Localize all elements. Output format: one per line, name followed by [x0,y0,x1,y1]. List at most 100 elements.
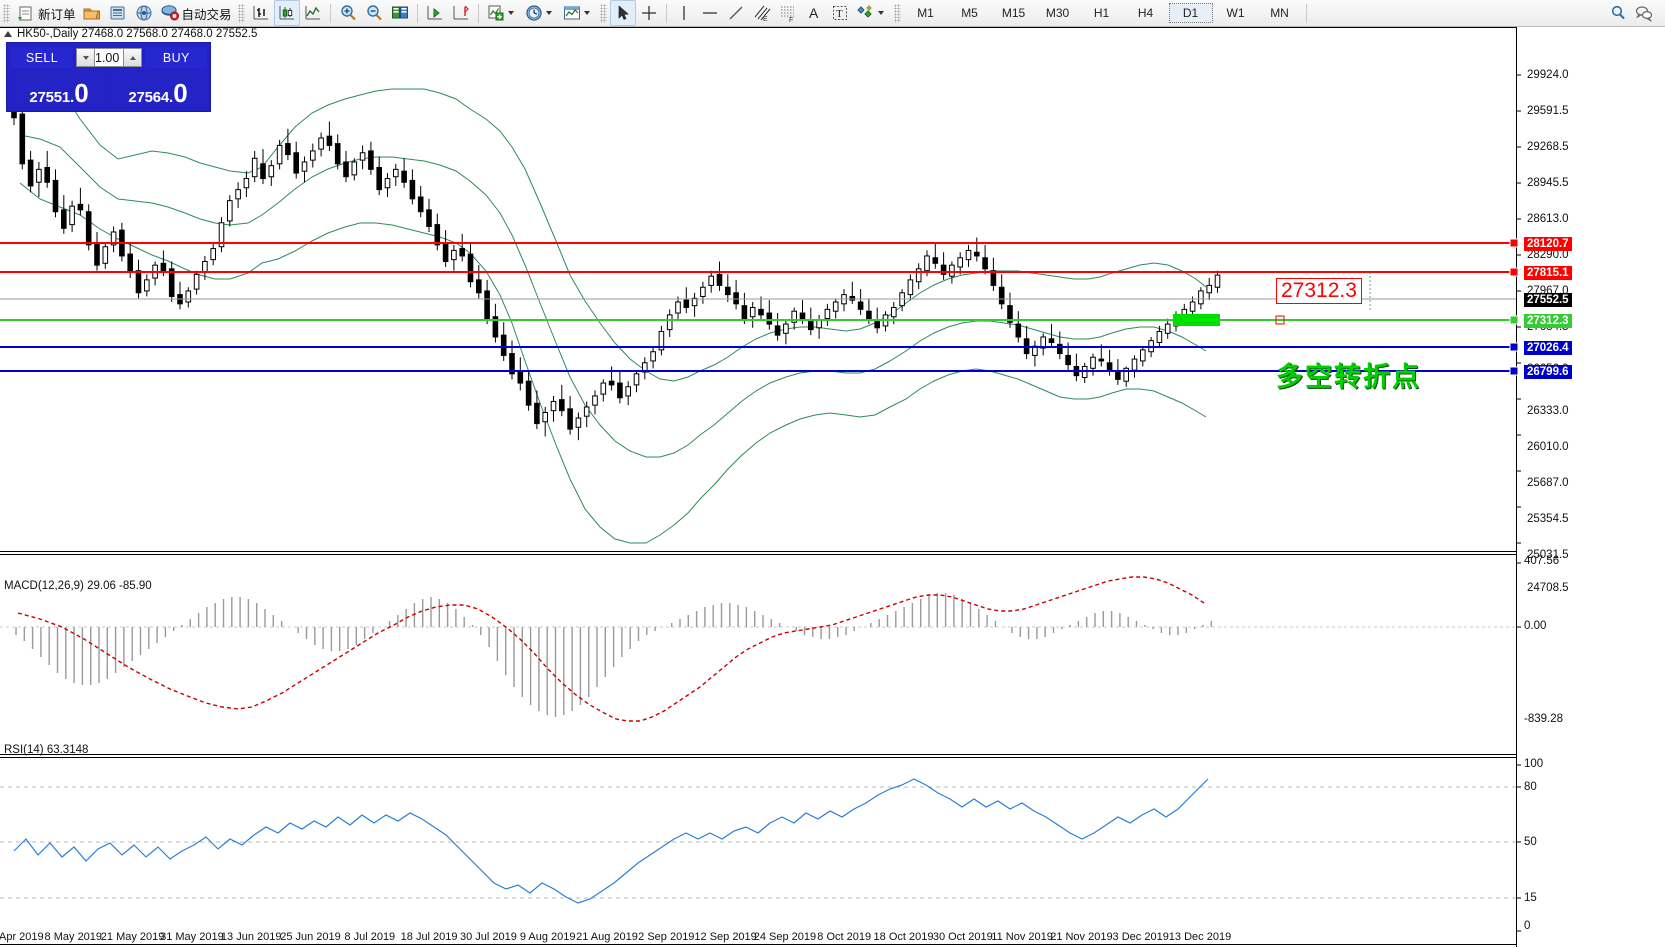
zoom-out-button[interactable] [361,1,387,25]
candlestick-chart-button[interactable] [273,0,300,26]
news-button[interactable] [105,1,131,25]
date-tick-7: 18 Jul 2019 [400,931,458,943]
trendline-icon [726,3,746,23]
fibonacci-button[interactable]: F [775,1,801,25]
timeframe-w1[interactable]: W1 [1226,6,1245,20]
shapes-button[interactable] [853,1,891,25]
one-click-trading-panel[interactable]: SELL 1.00 BUY 27551 . 0 27564 . 0 [6,42,211,112]
folder-icon [82,3,102,23]
period-chevron-down-icon[interactable] [545,11,552,15]
price-tag-27815[interactable]: 27815.1 [1524,266,1572,280]
line-chart-button[interactable] [300,1,326,25]
cursor-icon [613,3,633,23]
indicators-button[interactable] [483,1,521,25]
price-callout-27312[interactable]: 27312.3 [1276,278,1362,304]
chinese-note-annotation[interactable]: 多空转折点 [1276,362,1421,393]
timeframe-h4[interactable]: H4 [1137,6,1154,20]
timeframe-d1[interactable]: D1 [1168,3,1213,23]
price-tag-27026[interactable]: 27026.4 [1524,341,1572,355]
new-order-icon [16,3,36,23]
text-label-button[interactable]: T [827,1,853,25]
shapes-chevron-down-icon[interactable] [877,11,884,15]
tile-windows-button[interactable] [387,1,413,25]
text-button[interactable]: A [801,1,827,25]
tile-windows-icon [390,3,410,23]
candlestick-chart-icon [277,3,297,23]
horizontal-line-button[interactable] [697,1,723,25]
sell-button[interactable]: SELL [11,47,73,68]
text-icon: A [804,3,824,23]
timeframe-m30[interactable]: M30 [1045,6,1070,20]
svg-text:F: F [789,17,793,23]
buy-price[interactable]: 27564 . 0 [110,69,206,107]
toolbar-grip-2[interactable] [237,3,245,23]
timeframe-m15[interactable]: M15 [1001,6,1026,20]
crosshair-icon [639,3,659,23]
macd-histogram-series [15,593,1212,717]
buy-button[interactable]: BUY [145,47,208,68]
templates-button[interactable] [559,1,597,25]
macd-indicator-label[interactable]: MACD(12,26,9) 29.06 -85.90 [4,580,152,592]
date-tick-10: 21 Aug 2019 [576,931,638,943]
timeframe-h1[interactable]: H1 [1093,6,1110,20]
vertical-line-button[interactable] [671,1,697,25]
autotrading-button[interactable]: 自动交易 [157,1,235,25]
price-tick-28613: 28613.0 [1527,213,1569,225]
toolbar-grip[interactable] [3,3,10,23]
indicators-icon [486,3,506,23]
date-tick-4: 13 Jun 2019 [220,931,282,943]
folder-button[interactable] [79,1,105,25]
equidistant-channel-icon: E [752,3,772,23]
timeframe-m1[interactable]: M1 [917,6,934,20]
autotrading-icon [160,3,180,23]
shapes-icon [856,3,876,23]
timeframe-mn[interactable]: MN [1270,6,1289,20]
trade-panel-header: SELL 1.00 BUY [7,43,210,69]
period-button[interactable] [521,1,559,25]
price-tag-28120[interactable]: 28120.7 [1524,237,1572,251]
volume-input[interactable]: 1.00 [95,48,124,67]
chart-canvas[interactable] [0,27,1665,947]
trendline-button[interactable] [723,1,749,25]
new-order-button[interactable]: 新订单 [13,1,79,25]
date-tick-9: 9 Aug 2019 [519,931,576,943]
cursor-button[interactable] [609,0,636,26]
indicators-chevron-down-icon[interactable] [507,11,514,15]
price-tick-24708: 24708.5 [1527,582,1569,594]
chart-area[interactable] [0,27,1665,947]
bar-chart-button[interactable] [248,1,274,25]
price-level-marker-green[interactable] [1173,314,1220,326]
search-button[interactable] [1605,1,1631,25]
globe-button[interactable] [131,1,157,25]
volume-stepper[interactable]: 1.00 [76,48,143,67]
toolbar-grip-3[interactable] [599,3,607,23]
price-tag-27312[interactable]: 27312.3 [1524,314,1572,328]
toolbar-grip-4[interactable] [893,3,901,23]
crosshair-button[interactable] [636,1,662,25]
sell-price[interactable]: 27551 . 0 [11,69,107,107]
fibonacci-icon: F [778,3,798,24]
svg-text:E: E [763,16,768,23]
date-tick-17: 11 Nov 2019 [991,931,1053,943]
timeframe-m5[interactable]: M5 [961,6,978,20]
price-tick-25031: 25031.5 [1527,549,1569,561]
volume-increment-button[interactable] [123,48,143,67]
chart-shift-button[interactable] [422,1,448,25]
collapse-triangle-icon[interactable] [4,31,12,37]
volume-decrement-button[interactable] [76,48,95,67]
templates-icon [562,3,582,23]
vertical-line-icon [674,3,694,23]
sell-price-integer: 27551 [29,89,71,106]
date-tick-11: 2 Sep 2019 [638,931,695,943]
rsi-indicator-label[interactable]: RSI(14) 63.3148 [4,744,89,756]
macd-tick-bottom: -839.28 [1524,713,1564,725]
line-chart-icon [303,3,323,23]
news-icon [108,3,128,23]
zoom-in-button[interactable] [335,1,361,25]
equidistant-channel-button[interactable]: E [749,1,775,25]
chat-button[interactable] [1631,1,1657,25]
auto-scroll-button[interactable] [448,1,474,25]
price-tick-25354: 25354.5 [1527,513,1569,525]
templates-chevron-down-icon[interactable] [583,11,590,15]
price-tag-26799[interactable]: 26799.6 [1524,365,1572,379]
